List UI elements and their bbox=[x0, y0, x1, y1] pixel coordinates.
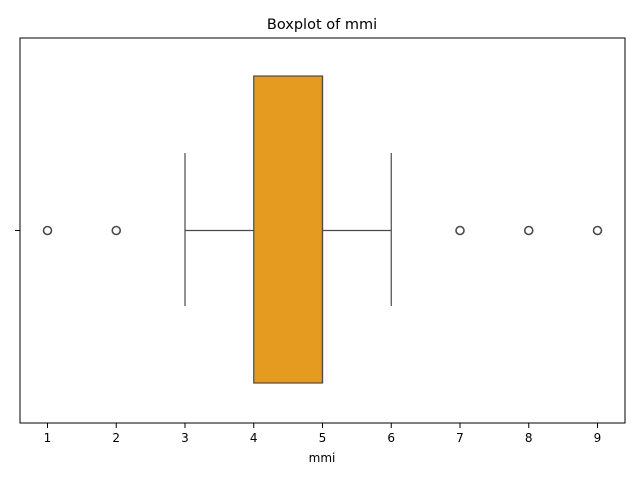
outlier-point bbox=[42, 225, 53, 236]
x-tick-label: 7 bbox=[456, 431, 464, 445]
outlier-point bbox=[592, 225, 603, 236]
x-tick-label: 3 bbox=[181, 431, 189, 445]
x-tick-label: 5 bbox=[319, 431, 327, 445]
x-tick-label: 1 bbox=[44, 431, 52, 445]
outlier-point bbox=[523, 225, 534, 236]
outlier-point bbox=[455, 225, 465, 236]
x-axis-ticks: 1 2 3 4 5 6 7 8 9 bbox=[44, 423, 602, 445]
x-tick-label: 8 bbox=[525, 431, 533, 445]
x-tick-label: 9 bbox=[594, 431, 602, 445]
x-tick-label: 2 bbox=[112, 431, 120, 445]
iqr-box bbox=[253, 75, 324, 384]
x-tick-label: 6 bbox=[387, 431, 395, 445]
x-tick-label: 4 bbox=[250, 431, 258, 445]
plot-area bbox=[42, 75, 603, 384]
chart-title: Boxplot of mmi bbox=[267, 17, 377, 33]
outlier-point bbox=[111, 225, 122, 236]
x-axis-label: mmi bbox=[309, 451, 336, 465]
